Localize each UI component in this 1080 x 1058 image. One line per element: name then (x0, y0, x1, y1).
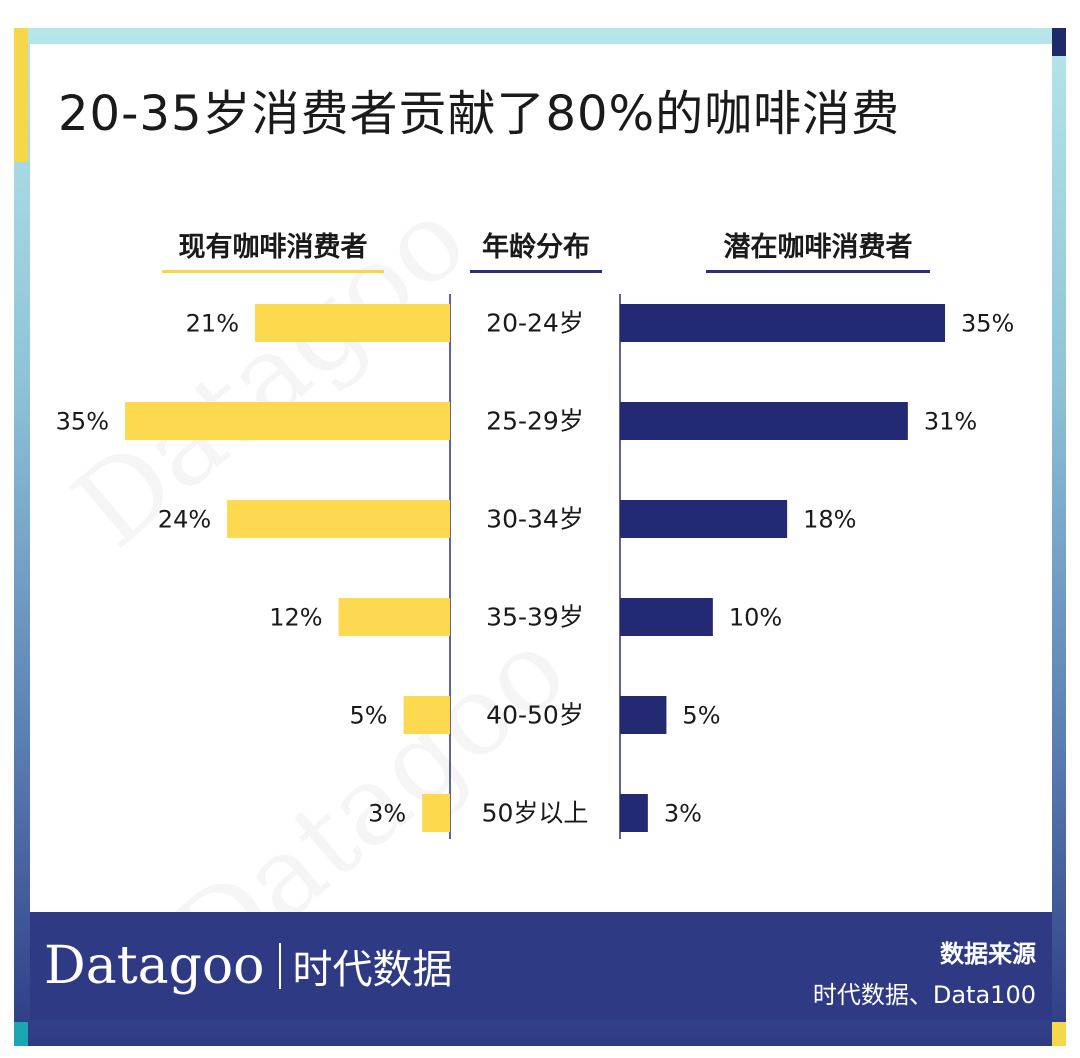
bar-potential-2 (620, 500, 788, 538)
logo-text-cn: 时代数据 (292, 947, 453, 993)
header-potential-consumers: 潜在咖啡消费者 (706, 230, 930, 273)
bar-existing-4 (403, 696, 450, 734)
label-potential-3: 10% (729, 604, 782, 632)
data-source: 数据来源 时代数据、Data100 (813, 934, 1036, 1010)
chart-panel: Datagoo Datagoo 20-35岁消费者贡献了80%的咖啡消费 现有咖… (30, 44, 1052, 912)
category-label-2: 30-34岁 (486, 505, 584, 534)
accent-right-top (1052, 28, 1066, 56)
accent-left-bottom (14, 1022, 28, 1046)
label-existing-5: 3% (368, 800, 406, 828)
bar-potential-5 (620, 794, 648, 832)
label-existing-1: 35% (56, 408, 109, 436)
label-existing-2: 24% (158, 506, 211, 534)
category-label-0: 20-24岁 (486, 309, 584, 338)
chart-title: 20-35岁消费者贡献了80%的咖啡消费 (58, 86, 901, 142)
label-existing-4: 5% (349, 702, 387, 730)
label-potential-5: 3% (664, 800, 702, 828)
logo-text: Datagoo (44, 936, 265, 996)
category-label-1: 25-29岁 (486, 407, 584, 436)
bar-existing-3 (338, 598, 450, 636)
label-potential-0: 35% (961, 310, 1014, 338)
header-age-distribution: 年龄分布 (470, 230, 602, 273)
accent-left-top (14, 28, 28, 162)
bar-potential-4 (620, 696, 667, 734)
category-label-5: 50岁以上 (482, 799, 589, 828)
bar-existing-5 (422, 794, 450, 832)
footer-bar: Datagoo 时代数据 数据来源 时代数据、Data100 (30, 912, 1052, 1020)
label-potential-2: 18% (803, 506, 856, 534)
source-label: 数据来源 (940, 940, 1036, 968)
bar-potential-0 (620, 304, 945, 342)
source-value: 时代数据、Data100 (812, 981, 1036, 1009)
butterfly-chart: 21% 20-24岁 35% 35% 25-29岁 31% 24% 30-34岁 18% 12% 3… (56, 294, 1014, 839)
brand-logo: Datagoo 时代数据 (44, 936, 453, 996)
bar-existing-0 (255, 304, 450, 342)
category-label-4: 40-50岁 (486, 701, 584, 730)
label-existing-0: 21% (186, 310, 239, 338)
bar-existing-1 (125, 402, 450, 440)
header-existing-consumers: 现有咖啡消费者 (162, 230, 384, 273)
label-existing-3: 12% (269, 604, 322, 632)
logo-separator (278, 943, 281, 989)
bar-potential-3 (620, 598, 713, 636)
label-potential-1: 31% (924, 408, 977, 436)
bar-potential-1 (620, 402, 908, 440)
bar-existing-2 (227, 500, 450, 538)
accent-right-bottom (1052, 1022, 1066, 1046)
label-potential-4: 5% (682, 702, 720, 730)
category-label-3: 35-39岁 (486, 603, 584, 632)
